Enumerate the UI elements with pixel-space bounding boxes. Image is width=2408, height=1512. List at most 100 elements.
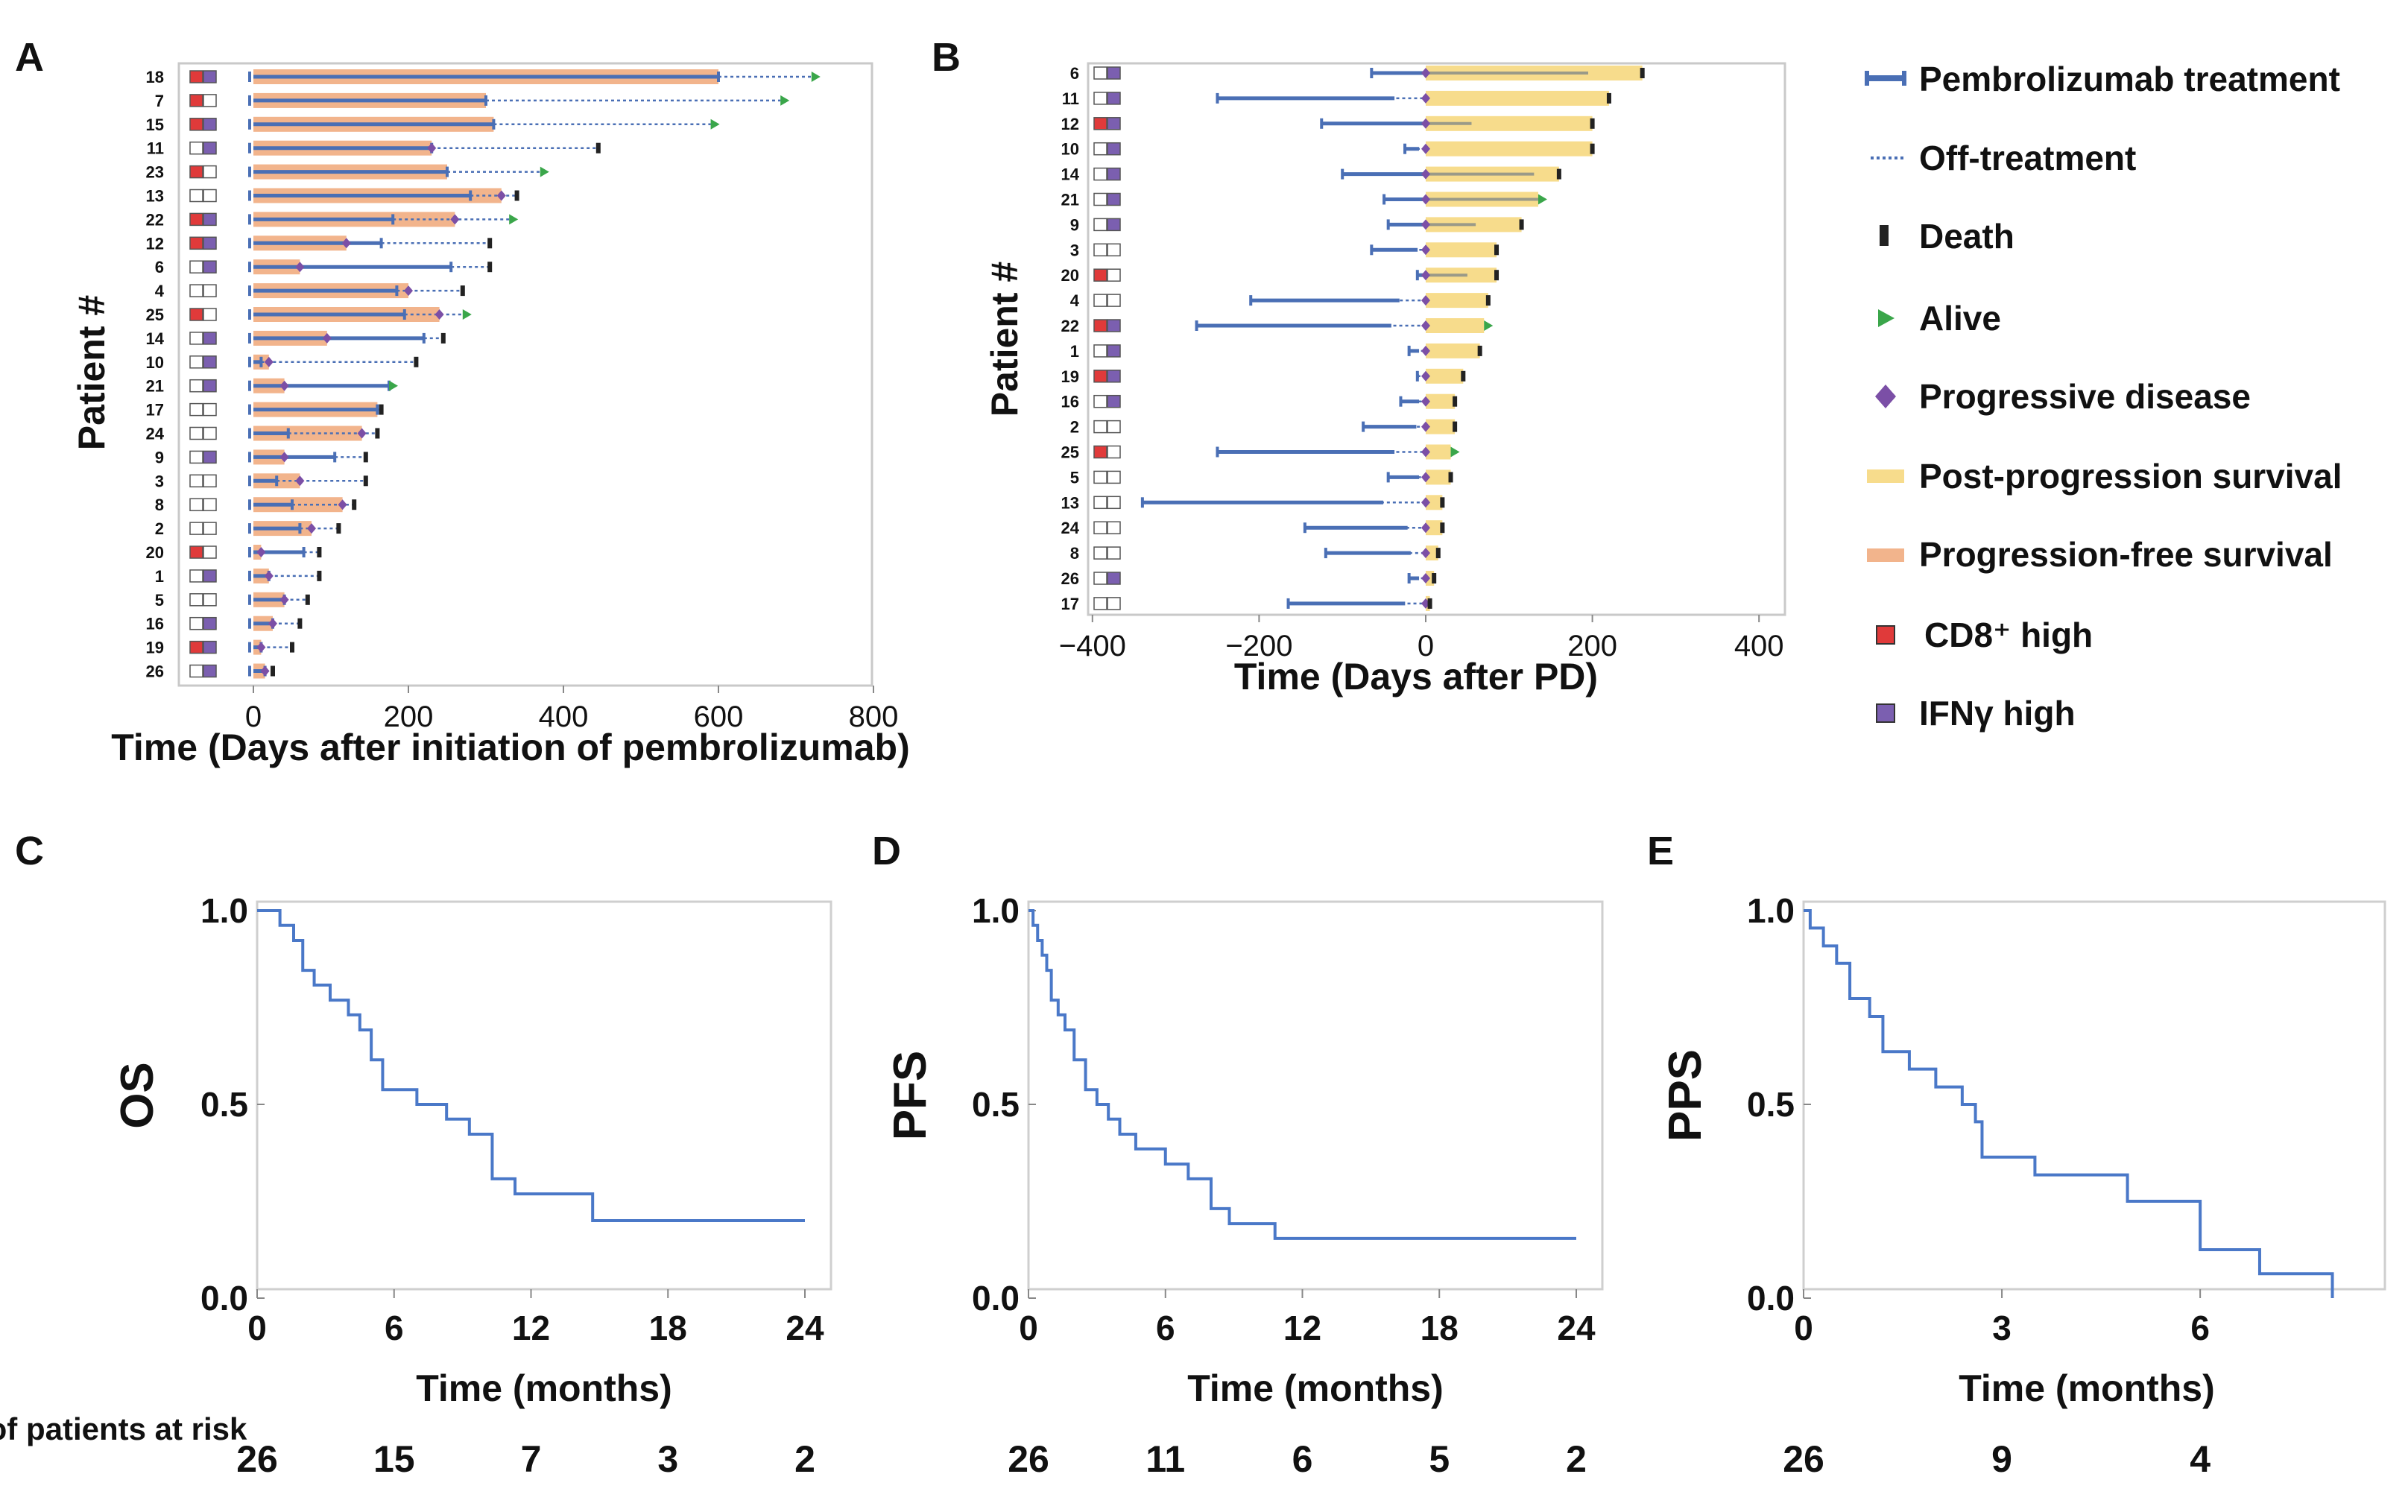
legend-label: Progression-free survival [1919,535,2333,574]
swimmer-row: 25 [1061,443,1460,462]
ifn-status-box [203,141,217,155]
panel-a-swimmer-plot: Patient # Time (Days after initiation of… [71,62,910,768]
ifn-status-box [203,212,217,227]
patient-id: 5 [155,591,164,610]
patient-id: 6 [155,258,164,276]
x-tick-label: 0 [1794,1309,1813,1347]
at-risk-count: 26 [236,1438,278,1480]
ifn-status-box [1107,192,1121,206]
patient-id: 16 [146,615,164,633]
panel-label-b: B [932,35,961,80]
x-tick-label: 800 [849,700,899,733]
ifn-status-box [1107,445,1121,459]
legend-item-death: Death [1880,217,2014,256]
death-marker [1477,345,1482,356]
death-marker [1494,270,1500,281]
panel-label-c: C [15,829,44,873]
y-tick-label: 0.5 [1747,1085,1795,1124]
cd8-status-box [1093,344,1107,358]
patient-id: 15 [146,116,164,134]
legend-label: CD8⁺ high [1924,616,2093,654]
pps-bar [1426,343,1480,358]
cd8-status-box [1093,142,1107,156]
x-tick-label: 200 [384,700,434,733]
swimmer-row: 4 [1070,291,1491,310]
cd8-status-box [1093,92,1107,105]
purple-square-icon [1876,703,1895,723]
ifn-status-box [203,569,217,583]
ifn-status-box [203,640,217,654]
x-tick-label: 12 [1283,1309,1321,1347]
legend: Pembrolizumab treatment Off-treatment De… [1865,60,2342,733]
death-marker [1448,472,1453,483]
swimmer-row: 6 [155,258,493,276]
x-tick-label: 600 [694,700,744,733]
death-marker [317,547,322,557]
x-tick-label: 200 [1567,630,1617,662]
cd8-status-box [189,165,203,179]
panel-d-xlabel: Time (months) [1187,1367,1444,1409]
at-risk-count: 9 [1991,1438,2012,1480]
panel-e-frame [1802,900,2386,1291]
patient-id: 10 [1061,140,1079,159]
swimmer-row: 18 [146,68,821,86]
patient-id: 11 [147,139,164,158]
ifn-status-box [1107,92,1121,105]
cd8-status-box [189,593,203,607]
swimmer-row: 5 [1070,468,1453,487]
at-risk-count: 7 [521,1438,542,1480]
pd-marker [1421,295,1430,306]
panel-b-swimmer-plot: Patient # Time (Days after PD) 611121014… [984,62,1786,698]
death-marker [1461,370,1466,382]
x-tick-label: −200 [1225,630,1292,662]
ifn-status-box [203,355,217,369]
swimmer-row: 9 [155,448,368,466]
legend-item-post-progression: Post-progression survival [1867,457,2342,496]
legend-item-progressive-disease: Progressive disease [1875,377,2251,416]
x-tick-label: 6 [385,1309,404,1347]
death-marker [271,665,275,677]
y-tick-label: 0.5 [972,1085,1020,1124]
swimmer-row: 24 [1061,519,1445,537]
swimmer-row: 6 [1070,64,1645,83]
patient-id: 20 [1061,266,1079,285]
pd-marker [279,452,289,463]
panel-a-ylabel: Patient # [71,295,113,450]
panel-label-d: D [872,829,901,873]
legend-label: Death [1919,217,2014,256]
pfs-bar [253,497,343,513]
at-risk-count: 15 [373,1438,415,1480]
panel-d-frame [1027,900,1604,1291]
pd-marker [264,570,274,581]
x-tick-label: 0 [1019,1309,1038,1347]
ifn-status-box [203,402,217,417]
y-tick-label: 1.0 [200,891,248,930]
ifn-status-box [203,94,217,107]
swimmer-row: 3 [155,472,368,490]
pd-marker [1421,143,1430,154]
pd-marker [1421,370,1430,382]
pps-bar [1426,393,1456,409]
pps-bar [1426,116,1593,131]
x-tick-label: 18 [1421,1309,1459,1347]
death-marker [290,642,294,653]
patient-id: 3 [1070,241,1079,259]
death-marker [1556,168,1561,180]
ifn-status-box [1107,218,1121,232]
patient-id: 18 [146,68,164,86]
y-tick-label: 1.0 [972,891,1020,930]
swimmer-row: 25 [146,306,472,324]
cd8-status-box [1093,445,1107,459]
alive-triangle-icon [1878,309,1895,327]
death-marker [363,452,368,463]
legend-label: Off-treatment [1919,139,2136,177]
ifn-status-box [1107,546,1121,560]
patient-id: 6 [1070,64,1079,83]
yellow-bar-icon [1867,469,1904,483]
cd8-status-box [189,616,203,630]
panel-a-frame [177,62,873,687]
death-marker [1519,219,1524,230]
alive-marker [389,380,398,391]
x-tick-label: 0 [1418,630,1434,662]
swimmer-row: 11 [147,139,601,158]
